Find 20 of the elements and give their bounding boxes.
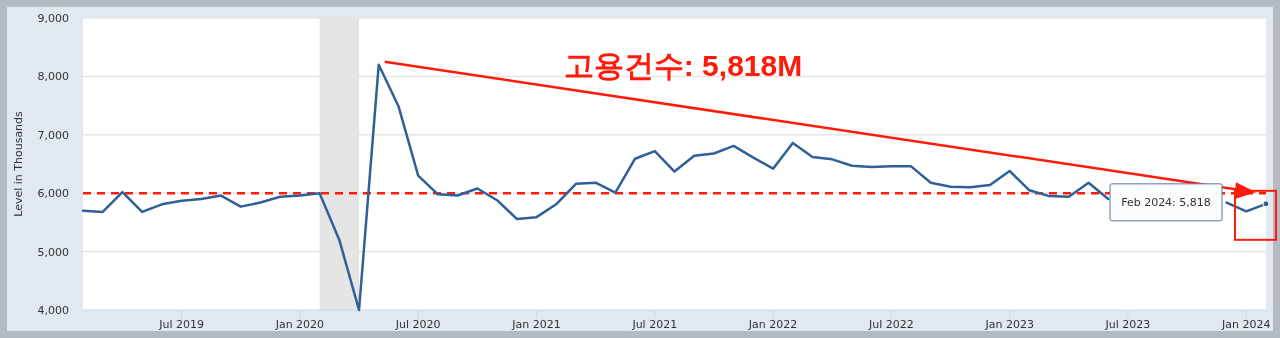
x-tick-label: Jul 2022 [868,318,914,331]
x-tick-label: Jan 2020 [274,318,325,331]
annotation: Feb 2024: 5,818 [1121,195,1211,209]
tooltip: Feb 2024: 5,818 [1109,183,1270,222]
x-tick-label: Jan 2022 [747,318,798,331]
y-tick-label: 6,000 [37,187,69,201]
y-tick-label: 4,000 [37,304,69,317]
y-axis-title: Level in Thousands [12,110,25,217]
annotation: 고용건수: 5,818M [563,49,803,82]
x-tick-label: Jul 2021 [631,318,678,331]
y-tick-label: 9,000 [37,12,69,25]
x-tick-label: Jan 2023 [984,318,1034,331]
x-tick-label: Jul 2023 [1104,318,1151,331]
x-tick-label: Jul 2020 [394,318,441,331]
x-tick-label: Jan 2021 [511,318,561,331]
y-tick-label: 5,000 [37,245,69,259]
y-tick-label: 8,000 [37,70,69,84]
y-tick-label: 7,000 [37,128,69,142]
x-tick-label: Jan 2024 [1221,318,1271,331]
x-tick-label: Jul 2019 [158,318,204,331]
